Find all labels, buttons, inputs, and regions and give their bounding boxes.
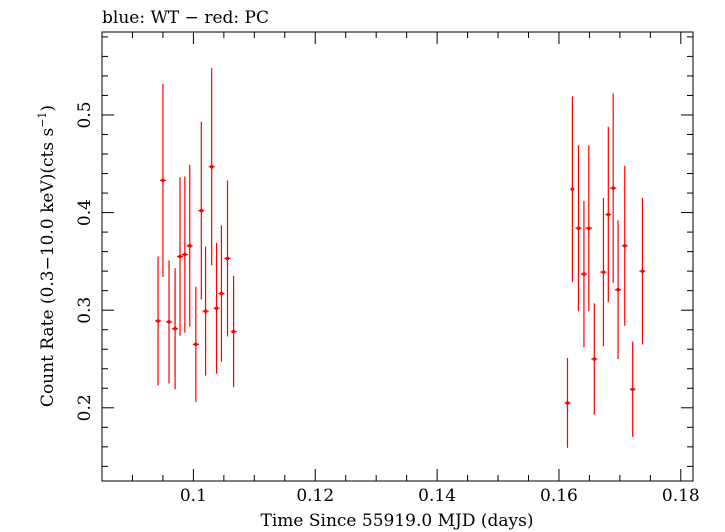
data-point	[230, 276, 237, 388]
point-marker	[601, 270, 606, 274]
data-point	[575, 145, 582, 312]
point-marker	[173, 326, 177, 331]
y-axis: 0.2 0.3 0.4 0.5	[75, 36, 693, 467]
y-axis-label-main: Count Rate (0.3−10.0 keV)(cts s	[38, 128, 58, 407]
data-point	[564, 358, 571, 448]
data-point	[600, 197, 607, 347]
data-point	[176, 177, 184, 336]
x-tick-label: 0.12	[296, 486, 334, 506]
point-marker	[199, 208, 204, 213]
data-point	[198, 121, 205, 300]
point-marker	[565, 401, 570, 405]
point-marker	[582, 272, 586, 276]
point-marker	[183, 252, 187, 257]
y-axis-label-sup: −1	[36, 112, 49, 128]
point-marker	[622, 243, 627, 248]
x-axis: 0.1 0.12 0.14 0.16 0.18	[101, 32, 700, 506]
x-axis-label: Time Since 55919.0 MJD (days)	[261, 511, 534, 531]
point-marker	[161, 178, 165, 183]
y-tick-label: 0.3	[75, 297, 95, 324]
point-marker	[187, 243, 192, 248]
point-marker	[616, 287, 620, 292]
point-marker	[570, 187, 575, 191]
y-tick-label: 0.5	[75, 101, 95, 128]
data-point	[186, 164, 193, 327]
x-tick-label: 0.14	[418, 486, 456, 506]
data-point	[181, 176, 188, 333]
point-marker	[640, 269, 645, 273]
data-point	[580, 200, 587, 348]
data-point	[610, 93, 617, 283]
data-point	[585, 145, 592, 312]
data-point	[591, 303, 598, 415]
data-point	[639, 197, 646, 345]
data-point	[570, 96, 575, 282]
y-tick-label: 0.2	[75, 394, 95, 421]
point-marker	[167, 320, 171, 324]
y-axis-label-end: )	[38, 105, 58, 112]
data-points	[155, 68, 646, 448]
data-point	[621, 165, 628, 326]
data-point	[224, 180, 231, 337]
point-marker	[225, 256, 230, 261]
data-point	[629, 341, 636, 438]
point-marker	[231, 329, 236, 334]
data-point	[165, 260, 173, 384]
data-point	[155, 256, 162, 386]
data-point	[208, 68, 215, 266]
data-point	[202, 246, 209, 376]
point-marker	[630, 387, 635, 392]
point-marker	[178, 254, 182, 259]
point-marker	[592, 357, 597, 361]
point-marker	[587, 226, 591, 230]
data-point	[605, 126, 612, 303]
point-marker	[209, 164, 214, 169]
point-marker	[156, 319, 160, 323]
y-tick-label: 0.4	[75, 199, 95, 226]
data-point	[172, 268, 179, 390]
point-marker	[576, 226, 581, 230]
point-marker	[194, 342, 198, 347]
point-marker	[214, 306, 219, 311]
point-marker	[611, 186, 615, 190]
x-tick-label: 0.18	[662, 486, 700, 506]
plot-frame	[101, 31, 694, 482]
data-point	[218, 225, 225, 362]
data-point	[192, 286, 199, 402]
point-marker	[203, 309, 208, 313]
data-point	[213, 242, 220, 374]
x-tick-label: 0.1	[180, 486, 207, 506]
x-tick-label: 0.16	[540, 486, 578, 506]
chart-title: blue: WT − red: PC	[102, 8, 269, 28]
data-point	[615, 220, 622, 359]
y-axis-label: Count Rate (0.3−10.0 keV)(cts s−1)	[36, 105, 58, 407]
point-marker	[219, 291, 224, 296]
data-point	[159, 83, 166, 277]
point-marker	[606, 212, 611, 217]
